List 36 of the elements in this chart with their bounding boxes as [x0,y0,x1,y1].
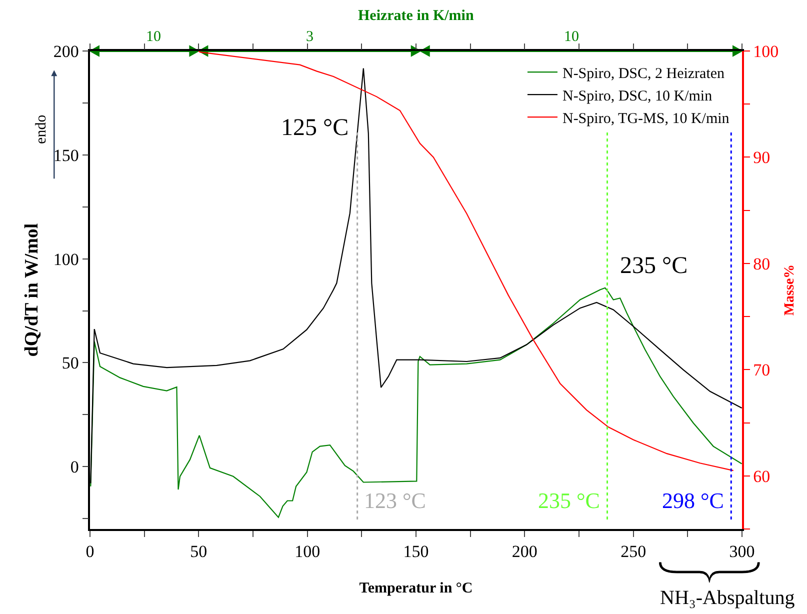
y-tick-label: 0 [70,458,79,477]
text: 10 [146,29,161,45]
y2-tick-label: 100 [753,42,779,61]
text: endo [34,114,50,144]
y-tick-label: 150 [53,146,79,165]
annotation: 125 °C [281,115,349,141]
y2-tick-label: 80 [753,254,770,274]
text: 3 [306,29,314,45]
y2-tick-label: 60 [753,466,770,486]
ref-line-label: 298 °C [662,488,724,513]
annotation: 235 °C [620,253,688,279]
x-tick-label: 200 [512,542,538,562]
line-series [198,51,734,472]
y2-tick-label: 70 [753,360,770,380]
ref-line-label: 235 °C [538,488,600,513]
legend-label: N-Spiro, TG-MS, 10 K/min [562,110,730,127]
y2-axis-title: Masse% [782,264,798,316]
x-tick-label: 0 [86,542,94,562]
x-axis-title: Temperatur in °C [359,580,473,597]
y-tick-label: 100 [53,250,79,269]
line-series [90,287,742,518]
text: 10 [564,29,579,45]
x-tick-label: 150 [403,542,429,562]
ref-line-label: 123 °C [364,488,426,513]
legend-label: N-Spiro, DSC, 2 Heizraten [562,66,726,82]
y-tick-label: 50 [62,354,79,373]
text: NH₃-Abspaltung [660,587,795,609]
y-axis-title: dQ/dT in W/mol [22,223,43,357]
text: Heizrate in K/min [358,8,474,24]
y2-tick-label: 90 [753,148,770,168]
y-tick-label: 200 [53,42,79,61]
x-tick-label: 50 [190,542,208,562]
legend-label: N-Spiro, DSC, 10 K/min [562,88,713,104]
x-tick-label: 250 [620,542,646,562]
x-tick-label: 100 [294,542,320,562]
x-tick-label: 300 [729,542,755,562]
